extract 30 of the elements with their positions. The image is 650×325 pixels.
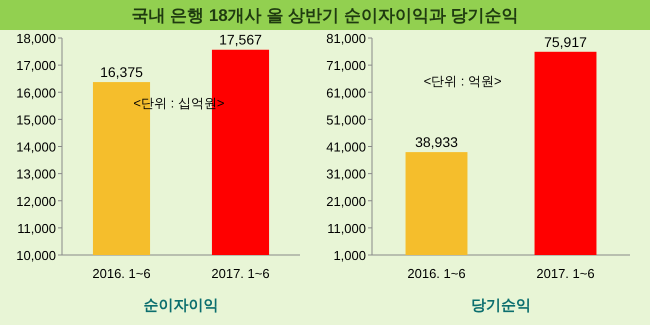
x-tick-label: 2017. 1~6 — [536, 266, 595, 281]
y-tick-label: 31,000 — [326, 166, 366, 182]
y-tick-label: 81,000 — [326, 31, 366, 46]
y-tick-label: 61,000 — [326, 85, 366, 100]
y-tick-label: 13,000 — [16, 166, 56, 182]
y-tick-label: 18,000 — [16, 31, 56, 46]
chart-title: 국내 은행 18개사 올 상반기 순이자이익과 당기순익 — [131, 6, 519, 25]
y-tick-label: 21,000 — [326, 194, 366, 209]
data-label: 75,917 — [544, 34, 588, 50]
y-tick-label: 12,000 — [16, 194, 56, 209]
y-tick-label: 11,000 — [327, 220, 366, 236]
y-tick-label: 1,000 — [333, 248, 366, 263]
y-tick-label: 71,000 — [326, 58, 366, 74]
y-tick-label: 16,000 — [16, 85, 56, 100]
data-label: 38,933 — [415, 134, 458, 150]
y-tick-label: 14,000 — [16, 140, 56, 154]
y-tick-label: 41,000 — [326, 140, 366, 154]
y-tick-label: 15,000 — [16, 112, 56, 128]
data-label: 17,567 — [219, 32, 262, 48]
y-tick-label: 51,000 — [326, 112, 366, 128]
x-tick-label: 2016. 1~6 — [92, 266, 151, 281]
y-tick-label: 10,000 — [16, 248, 56, 263]
x-tick-label: 2016. 1~6 — [407, 266, 466, 281]
x-axis-title: 당기순익 — [471, 297, 531, 314]
y-tick-label: 11,000 — [17, 220, 56, 236]
x-axis-title: 순이자이익 — [144, 297, 218, 314]
y-tick-label: 17,000 — [16, 58, 56, 74]
data-label: 16,375 — [100, 64, 144, 80]
x-tick-label: 2017. 1~6 — [211, 266, 270, 281]
annotation: <단위 : 억원> — [424, 74, 502, 89]
